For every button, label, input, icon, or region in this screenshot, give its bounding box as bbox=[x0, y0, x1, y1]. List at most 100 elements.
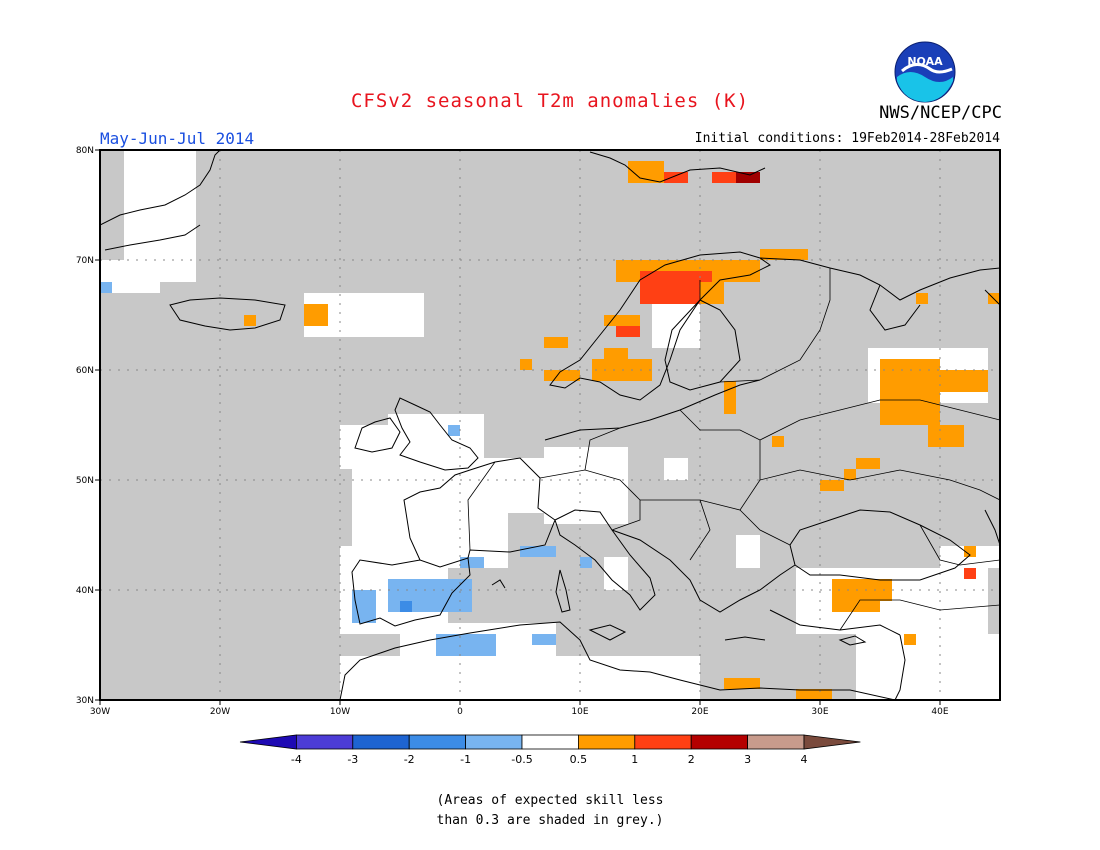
anomaly-cell bbox=[772, 436, 784, 447]
lon-tick-label: 30W bbox=[90, 707, 110, 717]
white-region bbox=[544, 447, 628, 524]
anomaly-cell bbox=[460, 557, 484, 568]
anomaly-cell bbox=[604, 348, 628, 359]
colorbar-segment bbox=[634, 734, 692, 750]
agency-label: NWS/NCEP/CPC bbox=[879, 103, 1002, 123]
logo-text: NOAA bbox=[907, 55, 943, 68]
anomaly-cell bbox=[448, 425, 460, 436]
colorbar-segment bbox=[578, 734, 636, 750]
coastline-iceland bbox=[169, 297, 286, 331]
anomaly-cell bbox=[856, 458, 880, 469]
colorbar-segment bbox=[747, 734, 805, 750]
anomaly-cell bbox=[832, 579, 880, 612]
colorbar-label: 3 bbox=[744, 753, 751, 766]
white-region bbox=[856, 634, 1000, 700]
map-gridlines bbox=[100, 150, 1000, 700]
anomaly-cell bbox=[580, 557, 592, 568]
colorbar-label: -2 bbox=[404, 753, 415, 766]
white-region bbox=[736, 535, 760, 568]
lon-tick-label: 40E bbox=[931, 707, 948, 717]
coastline-white-sea bbox=[869, 284, 921, 331]
anomaly-cell bbox=[796, 689, 832, 700]
anomaly-cell bbox=[820, 480, 844, 491]
colorbar-label: 4 bbox=[801, 753, 808, 766]
anomaly-cell bbox=[544, 337, 568, 348]
coastline-adriatic-balkans bbox=[611, 529, 796, 613]
white-region bbox=[604, 557, 628, 590]
colorbar-segment bbox=[465, 734, 523, 750]
lon-tick-label: 10W bbox=[330, 707, 350, 717]
anomaly-cell bbox=[904, 634, 916, 645]
coastline-britain bbox=[394, 397, 479, 471]
anomaly-cell bbox=[964, 568, 976, 579]
lat-tick-label: 40N bbox=[76, 586, 94, 596]
colorbar-label: -0.5 bbox=[511, 753, 532, 766]
coastline-levant bbox=[894, 634, 906, 700]
coastline-finland bbox=[664, 299, 741, 391]
coastline-ireland bbox=[354, 417, 401, 453]
coastline-scandinavia bbox=[549, 251, 771, 401]
colorbar-segment bbox=[690, 734, 749, 750]
colorbar-label: -1 bbox=[460, 753, 471, 766]
colorbar-label: -4 bbox=[291, 753, 302, 766]
coastline-cyprus bbox=[838, 635, 867, 646]
lon-tick-label: 20E bbox=[691, 707, 708, 717]
coastline-black-sea bbox=[789, 509, 971, 581]
anomaly-cell bbox=[544, 370, 580, 381]
coastlines bbox=[100, 150, 1000, 700]
coastline-north-africa bbox=[339, 621, 896, 700]
anomaly-cell bbox=[880, 579, 892, 601]
anomaly-cell bbox=[964, 546, 976, 557]
coastline-baltic bbox=[544, 379, 761, 441]
coastline-italy bbox=[554, 509, 656, 611]
coastline-kola bbox=[759, 257, 1000, 301]
colorbar-segment bbox=[408, 734, 467, 750]
white-region bbox=[664, 458, 688, 480]
forecast-period: May-Jun-Jul 2014 bbox=[100, 129, 255, 148]
colorbar-label: 2 bbox=[688, 753, 695, 766]
colorbar-label: -3 bbox=[347, 753, 358, 766]
anomaly-cell bbox=[736, 172, 760, 183]
lat-tick-label: 60N bbox=[76, 366, 94, 376]
colorbar-label: 0.5 bbox=[570, 753, 588, 766]
lat-tick-label: 50N bbox=[76, 476, 94, 486]
initial-conditions: Initial conditions: 19Feb2014-28Feb2014 bbox=[694, 131, 1000, 146]
coastline-corsica-sardinia bbox=[555, 569, 571, 613]
coastline-greenland bbox=[100, 150, 221, 251]
skill-note: (Areas of expected skill less than 0.3 a… bbox=[0, 791, 1100, 831]
anomaly-cell bbox=[304, 304, 328, 326]
lat-tick-label: 30N bbox=[76, 696, 94, 706]
anomaly-cell bbox=[940, 370, 988, 392]
anomaly-cell bbox=[916, 293, 928, 304]
colorbar-segment bbox=[352, 734, 410, 750]
anomaly-cell bbox=[664, 172, 688, 183]
anomaly-cell bbox=[640, 271, 700, 304]
lon-tick-label: 20W bbox=[210, 707, 230, 717]
skill-note-line2: than 0.3 are shaded in grey.) bbox=[436, 813, 664, 828]
country-borders bbox=[467, 268, 1000, 631]
colorbar-segment bbox=[295, 734, 354, 750]
map-frame bbox=[99, 149, 1001, 701]
skill-note-line1: (Areas of expected skill less bbox=[436, 793, 664, 808]
coastline-novaya-zemlya bbox=[984, 289, 1000, 306]
anomaly-cell bbox=[352, 590, 376, 623]
coastline-france bbox=[403, 457, 556, 561]
anomaly-cell bbox=[760, 249, 808, 260]
anomaly-cell bbox=[520, 359, 532, 370]
anomaly-cell bbox=[100, 282, 112, 293]
anomaly-cell bbox=[400, 601, 412, 612]
colorbar: -4 -3 -2 -1 -0.5 0.5 1 2 3 4 bbox=[239, 734, 861, 766]
lat-tick-label: 80N bbox=[76, 146, 94, 156]
coastline-balearic bbox=[491, 579, 506, 589]
coastline-svalbard bbox=[589, 151, 766, 183]
anomaly-cell bbox=[628, 161, 664, 183]
lon-tick-label: 0 bbox=[457, 707, 463, 717]
colorbar-segment bbox=[803, 734, 861, 750]
noaa-logo: NOAA bbox=[894, 41, 956, 103]
anomaly-cell bbox=[436, 634, 496, 656]
anomaly-cell bbox=[520, 546, 556, 557]
chart-title: CFSv2 seasonal T2m anomalies (K) bbox=[350, 90, 750, 112]
coastline-caspian bbox=[984, 509, 1000, 546]
